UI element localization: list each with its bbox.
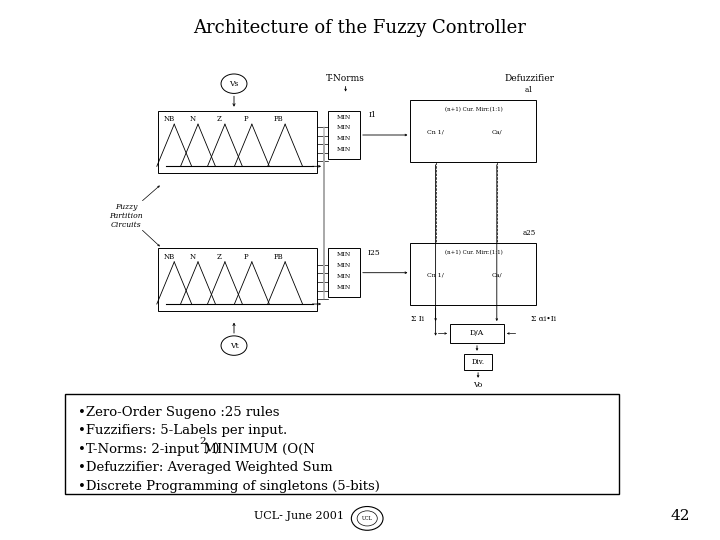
Text: Cn 1/: Cn 1/ [427,273,444,278]
Text: a25: a25 [523,230,536,237]
Text: MIN: MIN [337,125,351,131]
Text: Σ Ii: Σ Ii [411,315,424,322]
Text: MIN: MIN [337,147,351,152]
Text: MIN: MIN [337,285,351,290]
Text: •Defuzzifier: Averaged Weighted Sum: •Defuzzifier: Averaged Weighted Sum [78,461,333,474]
Text: Ca/: Ca/ [492,130,502,135]
Text: D/A: D/A [470,329,484,338]
Text: MIN: MIN [337,263,351,268]
Text: N: N [190,253,197,261]
Text: N: N [190,116,197,123]
Text: MIN: MIN [337,252,351,258]
Text: P: P [243,116,248,123]
Text: 42: 42 [670,509,690,523]
Circle shape [357,511,377,526]
Text: •T-Norms: 2-input MINIMUM (O(N: •T-Norms: 2-input MINIMUM (O(N [78,443,315,456]
Text: Defuzzifier: Defuzzifier [504,74,554,83]
Text: UCL: UCL [361,516,373,521]
Text: •Zero-Order Sugeno :25 rules: •Zero-Order Sugeno :25 rules [78,406,279,419]
Text: UCL- June 2001: UCL- June 2001 [254,511,344,521]
Bar [464,354,492,370]
Text: T-Norms: T-Norms [326,74,365,83]
Text: 2: 2 [199,437,207,447]
Bar [328,248,360,297]
Bar [65,394,619,494]
Text: MIN: MIN [337,114,351,120]
Text: P: P [243,253,248,261]
Text: •Fuzzifiers: 5-Labels per input.: •Fuzzifiers: 5-Labels per input. [78,424,287,437]
Text: I25: I25 [368,249,381,256]
Text: Div.: Div. [472,358,485,366]
Text: ) ): ) ) [204,443,220,456]
Bar [450,324,504,343]
Bar [158,248,317,310]
Text: a1: a1 [525,86,534,94]
Text: Z: Z [216,253,221,261]
Text: Vs: Vs [229,80,239,87]
Text: PB: PB [274,116,284,123]
Circle shape [221,74,247,93]
Circle shape [351,507,383,530]
Bar [158,111,317,173]
Text: (n+1) Cur. Mirr.(1:1): (n+1) Cur. Mirr.(1:1) [444,250,503,255]
Text: Architecture of the Fuzzy Controller: Architecture of the Fuzzy Controller [194,19,526,37]
Text: MIN: MIN [337,274,351,279]
Text: Vt: Vt [230,342,238,349]
Text: •Discrete Programming of singletons (5-bits): •Discrete Programming of singletons (5-b… [78,480,379,492]
Text: Σ αi•Ii: Σ αi•Ii [531,315,556,322]
Text: Cn 1/: Cn 1/ [427,130,444,135]
Text: I1: I1 [369,111,377,119]
Text: MIN: MIN [337,136,351,141]
Bar [410,100,536,162]
Text: Fuzzy
Partition
Circuits: Fuzzy Partition Circuits [109,203,143,229]
Circle shape [221,336,247,355]
Text: Ca/: Ca/ [492,273,502,278]
Text: PB: PB [274,253,284,261]
Text: NB: NB [164,116,175,123]
Bar [328,111,360,159]
Text: (n+1) Cur. Mirr.(1:1): (n+1) Cur. Mirr.(1:1) [444,107,503,112]
Bar [410,243,536,305]
Text: Vo: Vo [474,381,482,389]
Text: NB: NB [164,253,175,261]
Text: Z: Z [216,116,221,123]
